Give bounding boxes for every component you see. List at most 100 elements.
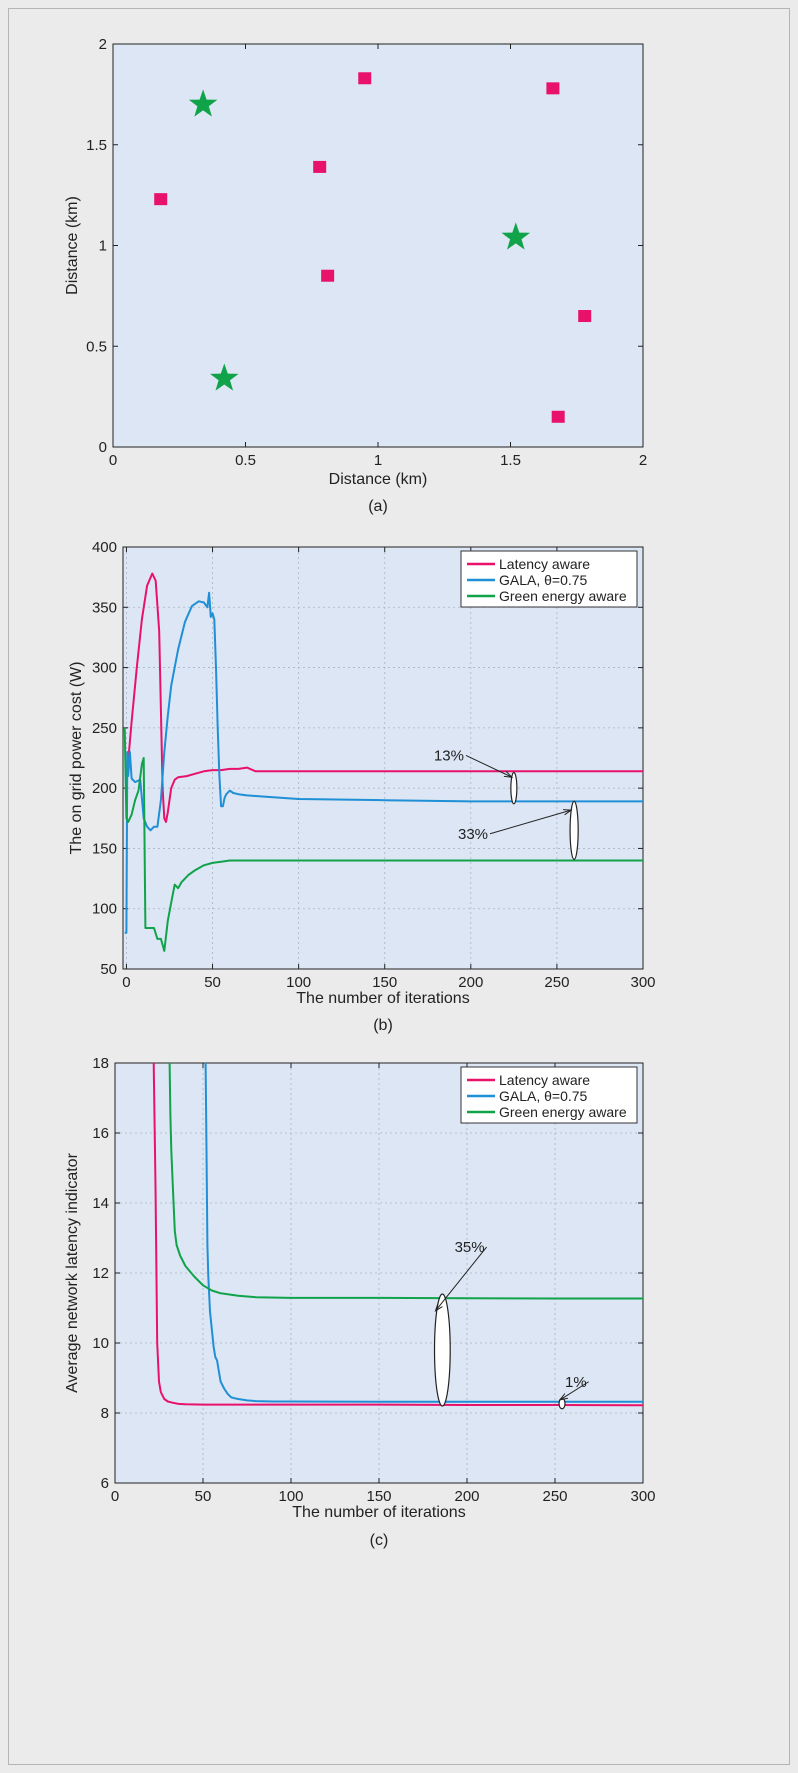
chart-c-x-axis-label: The number of iterations [292, 1504, 465, 1521]
series-line [152, 1063, 643, 1407]
star-marker [501, 222, 531, 250]
chart-a-plot-area [112, 43, 644, 448]
x-tick-label: 0 [109, 452, 117, 469]
x-tick-label: 200 [454, 1488, 479, 1505]
y-tick-label: 1 [99, 238, 107, 255]
annotation-label: 33% [458, 826, 488, 843]
annotation-ellipse [510, 771, 518, 805]
x-tick-label: 0 [122, 974, 130, 991]
x-tick-label: 150 [372, 974, 397, 991]
annotation-label: 1% [565, 1374, 587, 1391]
star-marker [210, 363, 239, 391]
y-tick-label: 14 [92, 1195, 109, 1212]
chart-a-y-axis-label: Distance (km) [64, 196, 81, 295]
annotation-arrow [489, 809, 572, 835]
chart-b-ticks: 0 50 100 150 200 250 300 50 100 150 200 250 300 350 40… [92, 539, 656, 991]
square-marker [551, 410, 565, 423]
legend-label: Green energy aware [499, 588, 627, 604]
annotation-arrowhead [434, 1303, 443, 1312]
annotation-arrow [465, 754, 513, 778]
y-tick-label: 200 [92, 780, 117, 797]
square-marker [321, 269, 335, 282]
annotation-label: 13% [434, 747, 464, 764]
series-line [204, 1063, 643, 1403]
chart-b-plot-area [122, 546, 644, 970]
x-tick-label: 100 [278, 1488, 303, 1505]
chart-b-caption: (b) [373, 1017, 393, 1034]
x-tick-label: 0.5 [235, 452, 256, 469]
y-tick-label: 16 [92, 1125, 109, 1142]
y-tick-label: 0 [99, 439, 107, 456]
annotation-label: 35% [455, 1239, 485, 1256]
square-marker [154, 193, 168, 206]
chart-b-y-axis-label: The on grid power cost (W) [68, 662, 85, 855]
x-tick-label: 300 [630, 974, 655, 991]
y-tick-label: 150 [92, 840, 117, 857]
chart-c-ticks: 0 50 100 150 200 250 300 6 8 10 12 14 16 18 [92, 1055, 655, 1505]
chart-c-annotations: 35% 1% [433, 1239, 589, 1410]
chart-a-caption: (a) [368, 498, 388, 515]
annotation-arrowhead [563, 809, 573, 816]
y-tick-label: 100 [92, 901, 117, 918]
x-tick-label: 2 [639, 452, 647, 469]
x-tick-label: 150 [366, 1488, 391, 1505]
series-line [168, 1063, 643, 1300]
y-tick-label: 50 [100, 961, 117, 978]
y-tick-label: 10 [92, 1335, 109, 1352]
legend-label: Latency aware [499, 1072, 590, 1088]
y-tick-label: 8 [101, 1405, 109, 1422]
y-tick-label: 350 [92, 599, 117, 616]
square-marker [313, 160, 327, 173]
x-tick-label: 200 [458, 974, 483, 991]
x-tick-label: 250 [542, 1488, 567, 1505]
chart-a-marks [154, 72, 592, 423]
legend-label: Green energy aware [499, 1104, 627, 1120]
x-tick-label: 50 [195, 1488, 212, 1505]
x-tick-label: 50 [204, 974, 221, 991]
series-line [125, 572, 643, 823]
annotation-ellipse [569, 800, 579, 860]
chart-b-series-lines [123, 572, 643, 952]
square-marker [358, 72, 372, 85]
chart-b-annotations: 13% 33% [434, 747, 579, 860]
chart-b-line: 0 50 100 150 200 250 300 50 100 150 200 250 300 350 40… [68, 539, 656, 1034]
chart-b-x-axis-label: The number of iterations [296, 990, 469, 1007]
y-tick-label: 18 [92, 1055, 109, 1072]
x-tick-label: 0 [111, 1488, 119, 1505]
chart-c-grid [115, 1063, 643, 1483]
x-tick-label: 100 [286, 974, 311, 991]
legend-label: GALA, θ=0.75 [499, 572, 588, 588]
chart-a-x-axis-label: Distance (km) [329, 471, 428, 488]
annotation-arrow [435, 1246, 487, 1312]
chart-a-scatter: 0 0.5 1 1.5 2 0 0.5 1 1.5 2 Distance (km) Distanc… [64, 36, 647, 515]
annotation-arrow [559, 1381, 589, 1401]
x-tick-label: 1.5 [500, 452, 521, 469]
legend-label: Latency aware [499, 556, 590, 572]
y-tick-label: 300 [92, 660, 117, 677]
figure-panel: 0 0.5 1 1.5 2 0 0.5 1 1.5 2 Distance (km) Distanc… [8, 8, 790, 1765]
annotation-ellipse [433, 1293, 451, 1407]
x-tick-label: 1 [374, 452, 382, 469]
series-line [123, 727, 643, 952]
square-marker [578, 310, 592, 323]
y-tick-label: 250 [92, 720, 117, 737]
annotation-arrowhead [558, 1393, 569, 1401]
y-tick-label: 12 [92, 1265, 109, 1282]
chart-a-ticks: 0 0.5 1 1.5 2 0 0.5 1 1.5 2 [86, 36, 647, 469]
chart-c-line: 0 50 100 150 200 250 300 6 8 10 12 14 16 18 35% 1% Lat… [64, 1055, 656, 1549]
star-marker [188, 89, 218, 117]
figure-svg: 0 0.5 1 1.5 2 0 0.5 1 1.5 2 Distance (km) Distanc… [64, 36, 656, 1549]
chart-c-y-axis-label: Average network latency indicator [64, 1152, 81, 1393]
y-tick-label: 400 [92, 539, 117, 556]
y-tick-label: 6 [101, 1475, 109, 1492]
legend-label: GALA, θ=0.75 [499, 1088, 588, 1104]
square-marker [546, 82, 560, 95]
series-line [124, 591, 643, 934]
y-tick-label: 0.5 [86, 338, 107, 355]
y-tick-label: 2 [99, 36, 107, 53]
x-tick-label: 300 [630, 1488, 655, 1505]
annotation-arrowhead [503, 771, 514, 778]
y-tick-label: 1.5 [86, 137, 107, 154]
